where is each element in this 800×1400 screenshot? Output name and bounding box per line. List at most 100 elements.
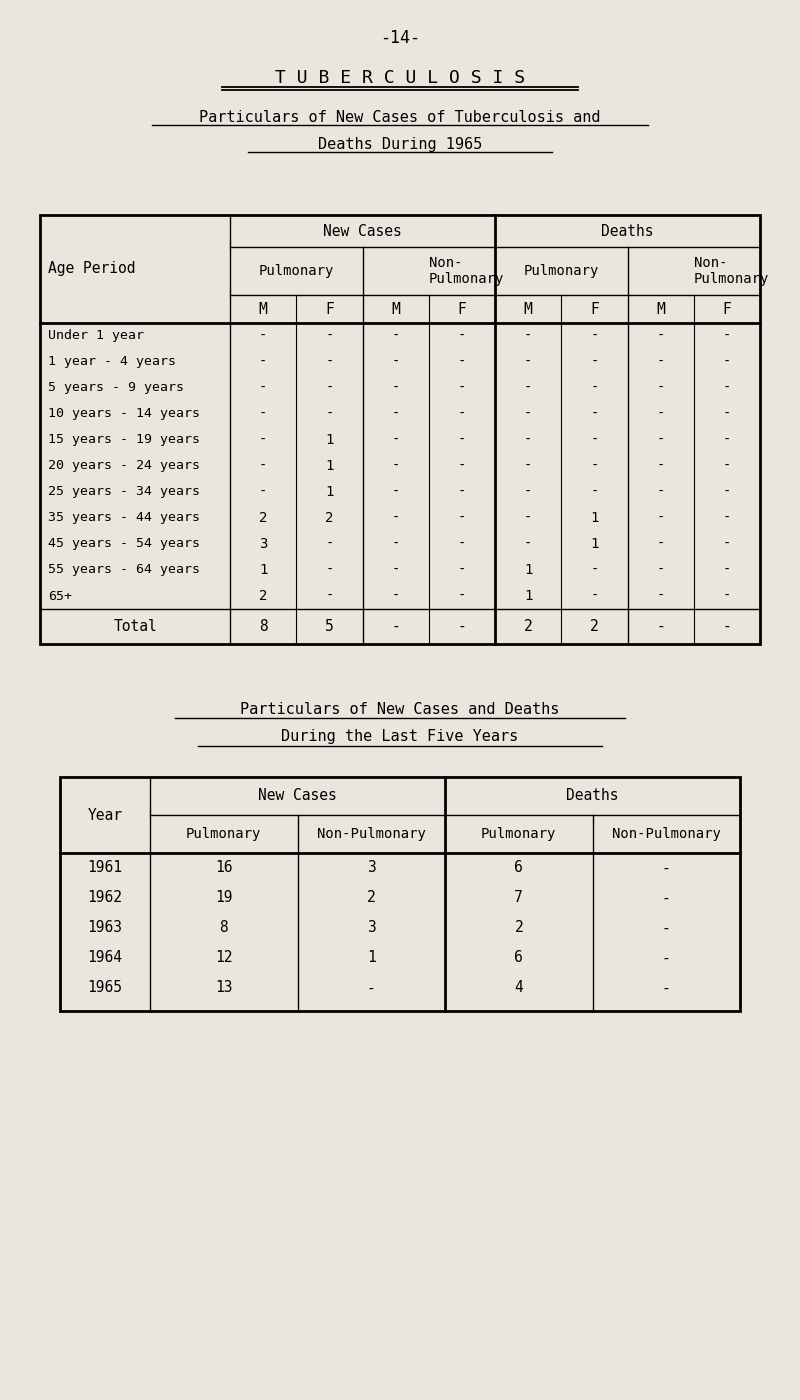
Text: M: M xyxy=(391,301,400,316)
Text: M: M xyxy=(258,301,267,316)
Text: -: - xyxy=(458,356,466,370)
Text: -: - xyxy=(458,381,466,395)
Text: T U B E R C U L O S I S: T U B E R C U L O S I S xyxy=(275,69,525,87)
Text: -: - xyxy=(391,459,400,473)
Text: -: - xyxy=(259,329,267,343)
Text: -: - xyxy=(590,407,598,421)
Text: -: - xyxy=(391,589,400,603)
Text: -: - xyxy=(458,538,466,552)
Text: -: - xyxy=(657,381,665,395)
Text: -: - xyxy=(325,356,334,370)
Text: -: - xyxy=(458,589,466,603)
Text: 2: 2 xyxy=(514,921,523,935)
Text: 2: 2 xyxy=(590,619,598,634)
Text: 12: 12 xyxy=(215,951,233,966)
Text: 25 years - 34 years: 25 years - 34 years xyxy=(48,486,200,498)
Text: -: - xyxy=(657,589,665,603)
Text: 7: 7 xyxy=(514,890,523,906)
Text: -: - xyxy=(325,381,334,395)
Text: -: - xyxy=(391,356,400,370)
Text: 2: 2 xyxy=(325,511,334,525)
Text: Particulars of New Cases and Deaths: Particulars of New Cases and Deaths xyxy=(240,701,560,717)
Text: 6: 6 xyxy=(514,861,523,875)
Text: -: - xyxy=(259,381,267,395)
Text: M: M xyxy=(656,301,665,316)
Text: Deaths During 1965: Deaths During 1965 xyxy=(318,137,482,153)
Bar xyxy=(60,777,740,1011)
Text: -: - xyxy=(458,619,466,634)
Text: F: F xyxy=(325,301,334,316)
Text: -: - xyxy=(722,484,731,498)
Text: -: - xyxy=(657,356,665,370)
Text: 10 years - 14 years: 10 years - 14 years xyxy=(48,407,200,420)
Bar xyxy=(40,216,760,644)
Text: 8: 8 xyxy=(219,921,228,935)
Text: -: - xyxy=(657,538,665,552)
Text: -: - xyxy=(524,484,532,498)
Text: 19: 19 xyxy=(215,890,233,906)
Text: -: - xyxy=(259,484,267,498)
Text: 4: 4 xyxy=(514,980,523,995)
Text: 1964: 1964 xyxy=(87,951,122,966)
Text: -: - xyxy=(524,538,532,552)
Text: -: - xyxy=(391,329,400,343)
Text: -: - xyxy=(259,356,267,370)
Text: -: - xyxy=(722,433,731,447)
Text: Non-Pulmonary: Non-Pulmonary xyxy=(612,827,721,841)
Text: -: - xyxy=(722,381,731,395)
Text: -: - xyxy=(657,407,665,421)
Text: 1961: 1961 xyxy=(87,861,122,875)
Text: -: - xyxy=(367,980,376,995)
Text: 65+: 65+ xyxy=(48,589,72,602)
Text: -: - xyxy=(722,356,731,370)
Text: Pulmonary: Pulmonary xyxy=(186,827,262,841)
Text: -: - xyxy=(662,980,670,995)
Text: -: - xyxy=(657,484,665,498)
Text: -: - xyxy=(722,459,731,473)
Text: -: - xyxy=(590,484,598,498)
Text: -: - xyxy=(662,861,670,875)
Text: During the Last Five Years: During the Last Five Years xyxy=(282,729,518,745)
Text: -: - xyxy=(391,538,400,552)
Text: New Cases: New Cases xyxy=(258,788,337,804)
Text: -: - xyxy=(391,619,400,634)
Text: -: - xyxy=(524,433,532,447)
Text: -: - xyxy=(325,589,334,603)
Text: -: - xyxy=(524,407,532,421)
Text: -: - xyxy=(325,563,334,577)
Text: -: - xyxy=(657,329,665,343)
Text: M: M xyxy=(524,301,533,316)
Text: 2: 2 xyxy=(524,619,533,634)
Text: 2: 2 xyxy=(367,890,376,906)
Text: -: - xyxy=(458,563,466,577)
Text: 1 year - 4 years: 1 year - 4 years xyxy=(48,356,176,368)
Text: 35 years - 44 years: 35 years - 44 years xyxy=(48,511,200,525)
Text: -: - xyxy=(391,407,400,421)
Text: -: - xyxy=(662,921,670,935)
Text: 15 years - 19 years: 15 years - 19 years xyxy=(48,434,200,447)
Text: Non-
Pulmonary: Non- Pulmonary xyxy=(429,256,504,286)
Text: 20 years - 24 years: 20 years - 24 years xyxy=(48,459,200,473)
Text: Pulmonary: Pulmonary xyxy=(258,265,334,279)
Text: 13: 13 xyxy=(215,980,233,995)
Text: 1962: 1962 xyxy=(87,890,122,906)
Text: Under 1 year: Under 1 year xyxy=(48,329,144,343)
Text: -: - xyxy=(590,589,598,603)
Text: -: - xyxy=(458,407,466,421)
Text: -: - xyxy=(325,329,334,343)
Text: -: - xyxy=(590,329,598,343)
Text: -: - xyxy=(458,484,466,498)
Text: Age Period: Age Period xyxy=(48,262,135,277)
Text: 16: 16 xyxy=(215,861,233,875)
Text: -: - xyxy=(722,563,731,577)
Text: F: F xyxy=(590,301,598,316)
Text: New Cases: New Cases xyxy=(323,224,402,238)
Text: -: - xyxy=(524,356,532,370)
Text: -: - xyxy=(590,563,598,577)
Text: -: - xyxy=(458,433,466,447)
Text: Particulars of New Cases of Tuberculosis and: Particulars of New Cases of Tuberculosis… xyxy=(199,111,601,126)
Text: F: F xyxy=(722,301,731,316)
Text: Total: Total xyxy=(113,619,157,634)
Text: 1: 1 xyxy=(590,538,598,552)
Text: -: - xyxy=(391,563,400,577)
